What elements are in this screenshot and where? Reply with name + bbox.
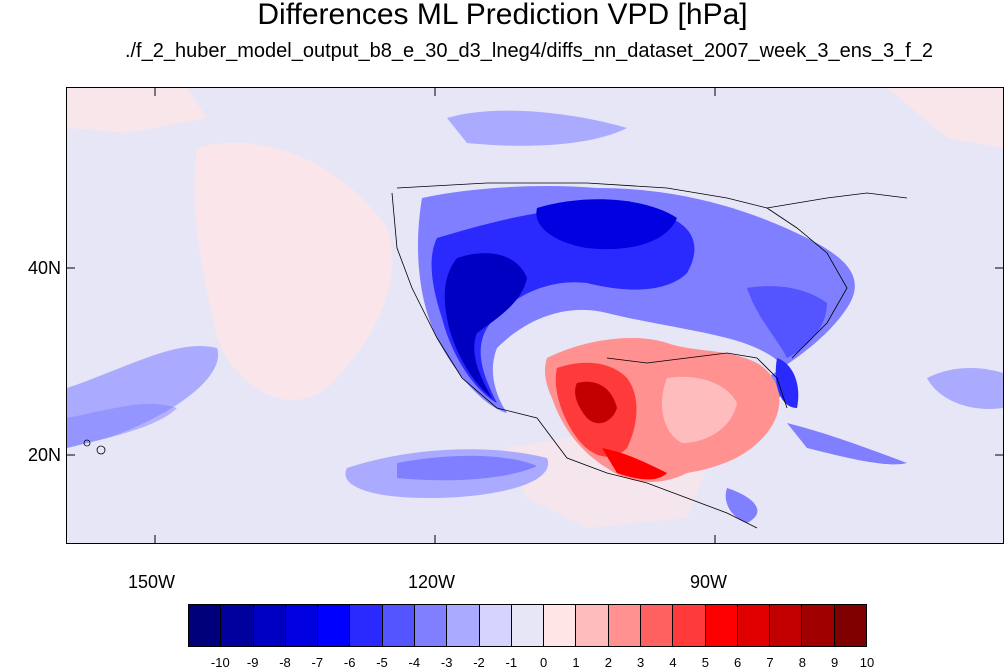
map-canvas <box>67 88 1003 543</box>
colorbar-tick-label: 7 <box>766 655 774 670</box>
y-label-40n: 40N <box>28 258 62 278</box>
colorbar-cell <box>414 605 448 646</box>
colorbar-tick-label: -3 <box>440 655 453 670</box>
colorbar-cell <box>640 605 674 646</box>
colorbar-cell <box>802 605 835 646</box>
colorbar-tick-label: 10 <box>859 655 875 670</box>
colorbar-tick-label: 8 <box>798 655 806 670</box>
map-plot-area <box>66 87 1004 544</box>
colorbar-tick-label: 6 <box>734 655 742 670</box>
colorbar-cell <box>608 605 641 646</box>
colorbar-cell <box>350 605 383 646</box>
colorbar-tick-label: -5 <box>376 655 388 670</box>
colorbar-cell <box>318 605 351 646</box>
colorbar-cell <box>382 605 415 646</box>
colorbar <box>188 604 867 647</box>
colorbar-cell <box>221 605 254 646</box>
colorbar-cell <box>479 605 512 646</box>
colorbar-tick-label: 1 <box>572 655 580 670</box>
colorbar-tick-label: -2 <box>473 655 485 670</box>
colorbar-tick-label: 9 <box>831 655 839 670</box>
y-label-20n: 20N <box>28 445 62 465</box>
colorbar-tick-label: -9 <box>246 655 259 670</box>
colorbar-tick-label: -6 <box>343 655 356 670</box>
colorbar-tick-label: 5 <box>701 655 709 670</box>
colorbar-tick-label: -7 <box>311 655 324 670</box>
colorbar-tick-label: -8 <box>279 655 291 670</box>
colorbar-cell <box>189 605 222 646</box>
colorbar-cell <box>737 605 771 646</box>
colorbar-cell <box>673 605 706 646</box>
colorbar-cell <box>447 605 480 646</box>
colorbar-cell <box>253 605 286 646</box>
colorbar-tick-label: 4 <box>669 655 677 670</box>
colorbar-cell <box>544 605 577 646</box>
map-title: Differences ML Prediction VPD [hPa] <box>257 0 748 31</box>
colorbar-cell <box>834 605 866 646</box>
x-label-90w: 90W <box>690 572 728 592</box>
colorbar-tick-label: -1 <box>505 655 518 670</box>
colorbar-cell <box>770 605 803 646</box>
colorbar-tick-label: 2 <box>604 655 612 670</box>
colorbar-cell <box>285 605 319 646</box>
x-label-150w: 150W <box>128 572 176 592</box>
colorbar-cell <box>705 605 738 646</box>
map-subtitle: ./f_2_huber_model_output_b8_e_30_d3_lneg… <box>124 40 934 62</box>
colorbar-cell <box>576 605 609 646</box>
colorbar-tick-label: -4 <box>408 655 421 670</box>
colorbar-tick-label: 0 <box>540 655 548 670</box>
colorbar-tick-label: -10 <box>210 655 230 670</box>
colorbar-tick-label: 3 <box>637 655 645 670</box>
colorbar-cell <box>511 605 545 646</box>
x-label-120w: 120W <box>408 572 456 592</box>
